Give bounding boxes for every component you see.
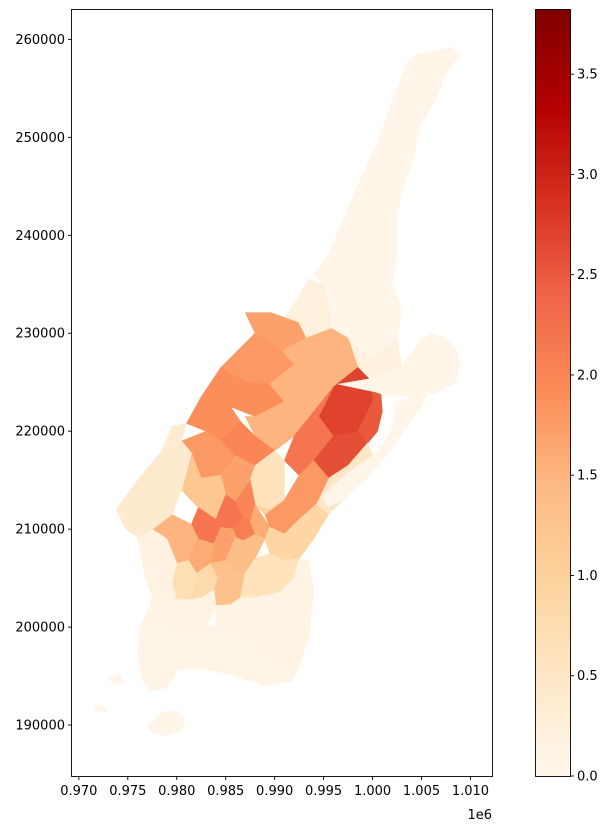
x-tick-label: 0.995 <box>305 784 342 799</box>
x-offset-label: 1e6 <box>467 808 492 823</box>
map-region <box>347 337 403 378</box>
map-regions <box>93 46 462 737</box>
x-tick-label: 0.980 <box>158 784 195 799</box>
y-axis-ticks: 190000 200000 210000 220000 230000 240000 2500… <box>15 33 72 734</box>
map-region <box>321 381 432 507</box>
y-tick-label: 230000 <box>15 327 65 342</box>
colorbar-tick-label: 2.5 <box>577 268 598 283</box>
colorbar-ticks: 0.0 0.5 1.0 1.5 2.0 2.5 3.0 3.5 <box>570 68 598 785</box>
map-axes-frame <box>71 9 493 777</box>
map-region <box>137 528 178 606</box>
map-region <box>244 328 359 452</box>
x-tick-label: 0.985 <box>207 784 244 799</box>
map-region <box>115 440 192 538</box>
y-tick-label: 200000 <box>15 621 65 636</box>
x-tick-label: 0.970 <box>60 784 97 799</box>
map-region <box>338 332 462 397</box>
colorbar-tick-label: 0.5 <box>577 669 598 684</box>
colorbar-tick-label: 2.0 <box>577 368 598 383</box>
x-tick-label: 1.000 <box>354 784 391 799</box>
y-tick-label: 260000 <box>15 33 65 48</box>
map-region <box>137 611 300 692</box>
y-tick-label: 210000 <box>15 523 65 538</box>
map-region <box>147 710 185 737</box>
x-axis-ticks: 0.970 0.975 0.980 0.985 0.990 0.995 1.000 1.005… <box>60 776 489 799</box>
y-tick-label: 250000 <box>15 131 65 146</box>
colorbar-tick-label: 1.0 <box>577 569 598 584</box>
map-region <box>93 705 107 713</box>
map-region <box>254 499 285 515</box>
map-region <box>107 673 124 685</box>
colorbar-tick-label: 3.5 <box>577 68 598 83</box>
y-tick-label: 240000 <box>15 229 65 244</box>
y-tick-label: 190000 <box>15 719 65 734</box>
x-tick-label: 1.010 <box>452 784 489 799</box>
x-tick-label: 1.005 <box>403 784 440 799</box>
colorbar <box>535 9 571 777</box>
y-tick-label: 220000 <box>15 425 65 440</box>
x-tick-label: 0.975 <box>109 784 146 799</box>
colorbar-tick-label: 3.0 <box>577 168 598 183</box>
x-tick-label: 0.990 <box>256 784 293 799</box>
colorbar-tick-label: 1.5 <box>577 469 598 484</box>
map-region <box>161 423 187 452</box>
map-region <box>357 381 383 444</box>
colorbar-tick-label: 0.0 <box>577 770 598 785</box>
